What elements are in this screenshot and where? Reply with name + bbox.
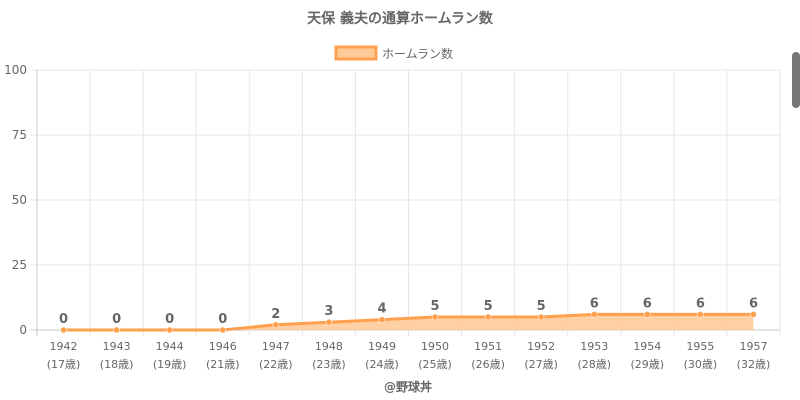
data-point[interactable]	[113, 326, 120, 334]
data-point[interactable]	[431, 313, 439, 321]
legend[interactable]: ホームラン数	[334, 45, 453, 61]
grid	[31, 69, 781, 336]
data-label: 6	[590, 296, 599, 311]
data-point[interactable]	[750, 311, 757, 318]
data-label: 6	[643, 296, 652, 311]
data-point[interactable]	[644, 311, 651, 318]
data-label: 5	[484, 299, 493, 314]
data-point[interactable]	[219, 326, 226, 334]
y-tick-label: 100	[4, 63, 27, 77]
x-tick-label-age: (32歳)	[737, 358, 771, 371]
x-tick-label-year: 1952	[527, 340, 555, 353]
x-tick-label-age: (28歳)	[577, 358, 611, 371]
credit-label: @野球丼	[384, 379, 432, 394]
y-tick-label: 25	[12, 258, 27, 272]
y-tick-label: 50	[12, 193, 27, 207]
data-label: 6	[749, 296, 758, 311]
x-tick-label-age: (26歳)	[471, 358, 505, 371]
legend-swatch	[334, 45, 378, 61]
x-axis-ticks: 1942 (17歳) 1943 (18歳) 1944 (19歳) 1946 (21歳) 1947…	[47, 340, 771, 371]
x-tick-label-year: 1947	[262, 340, 290, 353]
x-tick-label-year: 1946	[209, 340, 237, 353]
x-tick-label-year: 1953	[580, 340, 608, 353]
data-label: 0	[165, 312, 174, 327]
data-point[interactable]	[272, 321, 280, 329]
data-point[interactable]	[325, 318, 333, 326]
x-tick-label-year: 1949	[368, 340, 396, 353]
x-tick-label-age: (25歳)	[418, 358, 452, 371]
data-point[interactable]	[484, 313, 492, 321]
x-tick-label-year: 1944	[156, 340, 184, 353]
x-tick-label-age: (18歳)	[100, 358, 134, 371]
y-tick-label: 75	[12, 128, 27, 142]
y-axis-ticks: 0 25 50 75 100	[4, 63, 27, 337]
x-tick-label-year: 1955	[686, 340, 714, 353]
data-label: 2	[271, 307, 280, 322]
series-line	[63, 312, 754, 332]
data-point[interactable]	[378, 316, 386, 323]
x-tick-label-age: (23歳)	[312, 358, 346, 371]
data-label: 0	[59, 312, 68, 327]
data-point[interactable]	[591, 311, 598, 318]
x-tick-label-age: (29歳)	[631, 358, 665, 371]
series-home-runs	[60, 311, 757, 334]
legend-label: ホームラン数	[382, 46, 453, 61]
data-point[interactable]	[537, 313, 545, 321]
data-label: 0	[112, 312, 121, 327]
data-point[interactable]	[697, 311, 704, 318]
x-tick-label-year: 1954	[633, 340, 661, 353]
data-label: 6	[696, 296, 705, 311]
x-tick-label-age: (19歳)	[153, 358, 187, 371]
x-tick-label-age: (30歳)	[684, 358, 718, 371]
x-tick-label-year: 1948	[315, 340, 343, 353]
y-tick-label: 0	[19, 323, 27, 337]
x-tick-label-year: 1950	[421, 340, 449, 353]
chart-title: 天保 義夫の通算ホームラン数	[307, 10, 494, 27]
series-area	[63, 314, 754, 330]
data-label: 0	[218, 312, 227, 327]
data-point[interactable]	[166, 326, 173, 334]
x-tick-label-year: 1943	[103, 340, 131, 353]
x-tick-label-age: (21歳)	[206, 358, 240, 371]
scrollbar-thumb[interactable]	[792, 52, 800, 108]
data-label: 5	[537, 299, 546, 314]
x-tick-label-age: (22歳)	[259, 358, 293, 371]
x-tick-label-age: (27歳)	[524, 358, 558, 371]
x-tick-label-age: (24歳)	[365, 358, 399, 371]
x-tick-label-age: (17歳)	[47, 358, 81, 371]
x-tick-label-year: 1942	[50, 340, 78, 353]
data-label: 3	[324, 304, 333, 319]
data-label: 5	[431, 299, 440, 314]
data-point[interactable]	[60, 326, 67, 334]
x-tick-label-year: 1951	[474, 340, 502, 353]
data-label: 4	[377, 302, 386, 317]
data-labels: 0 0 0 0 2 3 4 5 5 5 6 6 6 6	[59, 296, 758, 327]
x-tick-label-year: 1957	[739, 340, 767, 353]
